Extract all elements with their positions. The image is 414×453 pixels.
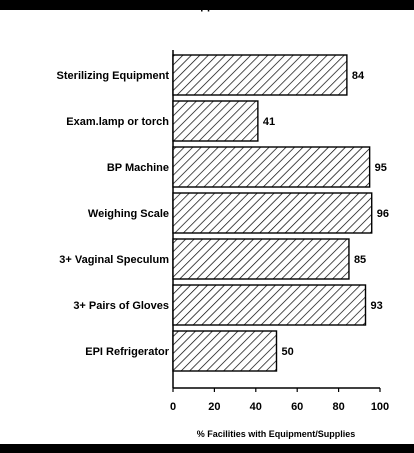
bar-5 [172, 284, 367, 326]
bar-0 [172, 54, 348, 96]
x-tick-label-2: 40 [250, 401, 262, 413]
x-axis-label: % Facilities with Equipment/Supplies [197, 429, 356, 439]
data-label-1: 41 [263, 116, 275, 128]
data-label-4: 85 [354, 254, 366, 266]
bar-3 [172, 192, 373, 234]
category-label-3: Weighing Scale [88, 208, 169, 220]
x-tick-label-4: 80 [332, 401, 344, 413]
data-label-3: 96 [377, 208, 389, 220]
category-label-6: EPI Refrigerator [85, 346, 169, 358]
x-tick-label-3: 60 [291, 401, 303, 413]
x-tick-label-5: 100 [371, 401, 389, 413]
category-label-4: 3+ Vaginal Speculum [59, 254, 169, 266]
x-tick-label-1: 20 [208, 401, 220, 413]
bar-2 [172, 146, 371, 188]
bottom-rule [0, 444, 414, 453]
bar-6 [172, 330, 278, 372]
data-label-2: 95 [375, 162, 387, 174]
data-label-5: 93 [371, 300, 383, 312]
bar-1 [172, 100, 259, 142]
data-label-6: 50 [282, 346, 294, 358]
header-fragment: pp [200, 0, 214, 12]
data-label-0: 84 [352, 70, 365, 82]
top-rule [0, 0, 414, 10]
category-label-1: Exam.lamp or torch [66, 116, 169, 128]
category-label-0: Sterilizing Equipment [57, 70, 170, 82]
bar-4 [172, 238, 350, 280]
category-label-2: BP Machine [107, 162, 169, 174]
category-label-5: 3+ Pairs of Gloves [73, 300, 169, 312]
x-tick-label-0: 0 [170, 401, 176, 413]
